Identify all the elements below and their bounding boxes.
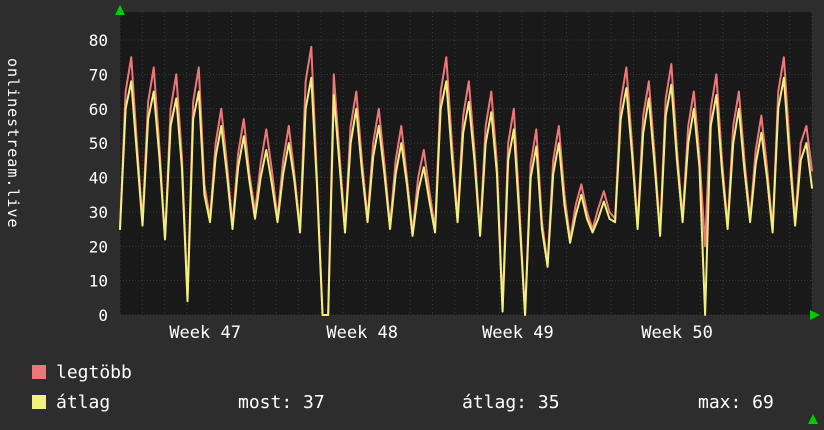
x-tick-label: Week 47: [169, 323, 241, 343]
legend-row-atlag: átlag: [32, 392, 111, 413]
y-tick-label: 70: [89, 65, 108, 84]
stat-max: max: 69: [698, 392, 774, 413]
x-tick-label: Week 50: [641, 323, 713, 343]
y-tick-label: 20: [89, 237, 108, 256]
y-tick-label: 30: [89, 203, 108, 222]
series-line-series_yellow: [119, 76, 813, 316]
y-tick-label: 0: [98, 306, 108, 325]
y-tick-label: 50: [89, 134, 108, 153]
watermark-vertical-title: onlinestream.live: [4, 58, 22, 229]
legend-swatch-legtobb-icon: [32, 365, 46, 379]
legend-label-atlag: átlag: [56, 392, 111, 413]
legend-row-legtobb: legtöbb: [32, 362, 132, 383]
y-tick-label: 10: [89, 272, 108, 291]
y-tick-label: 40: [89, 169, 108, 188]
stat-most: most: 37: [238, 392, 325, 413]
y-axis-arrow-up-icon: [115, 5, 125, 15]
legend-swatch-atlag-icon: [32, 395, 46, 409]
stat-atlag: átlag: 35: [462, 392, 560, 413]
plot-background: [120, 12, 812, 315]
y-tick-label: 80: [89, 31, 108, 50]
legend-label-legtobb: legtöbb: [56, 362, 132, 383]
x-axis-arrow-right-icon: [810, 310, 820, 320]
y-tick-label: 60: [89, 100, 108, 119]
x-tick-label: Week 48: [326, 323, 398, 343]
corner-arrow-up-icon: [808, 414, 818, 424]
x-tick-label: Week 49: [482, 323, 554, 343]
